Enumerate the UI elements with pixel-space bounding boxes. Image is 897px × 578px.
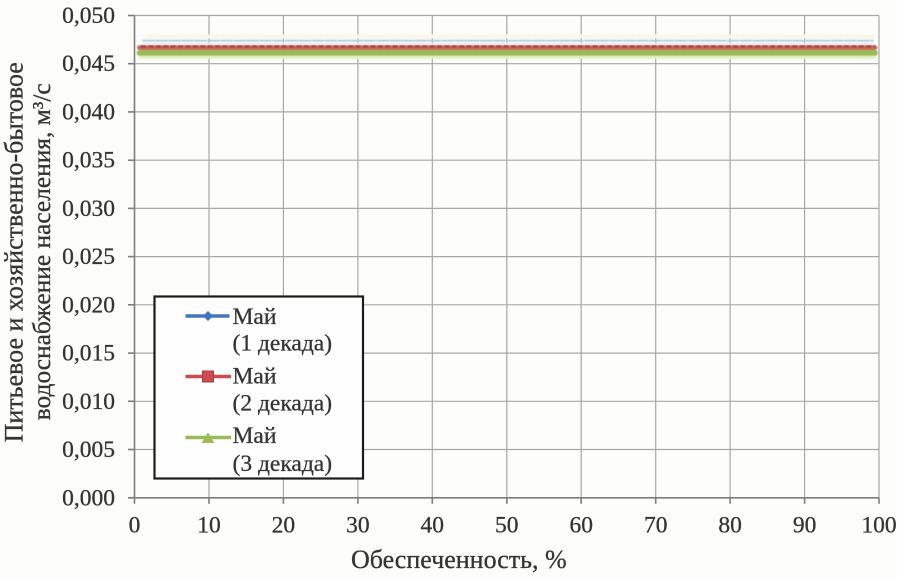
svg-text:(3 декада): (3 декада) xyxy=(233,451,333,477)
svg-text:(2 декада): (2 декада) xyxy=(233,391,333,417)
svg-text:80: 80 xyxy=(718,513,742,539)
svg-text:0,000: 0,000 xyxy=(62,485,115,511)
svg-text:0: 0 xyxy=(129,513,141,539)
svg-text:0,025: 0,025 xyxy=(62,244,115,270)
svg-text:10: 10 xyxy=(197,513,221,539)
svg-text:Май: Май xyxy=(233,304,277,330)
svg-text:0,035: 0,035 xyxy=(62,148,115,174)
svg-text:60: 60 xyxy=(569,513,593,539)
svg-text:0,010: 0,010 xyxy=(62,389,115,415)
svg-text:40: 40 xyxy=(421,513,445,539)
svg-text:0,045: 0,045 xyxy=(62,51,115,77)
svg-text:0,020: 0,020 xyxy=(62,292,115,318)
svg-text:Май: Май xyxy=(233,364,277,390)
svg-text:0,040: 0,040 xyxy=(62,99,115,125)
svg-text:0,015: 0,015 xyxy=(62,341,115,367)
svg-text:водоснабжение населения, м³/с: водоснабжение населения, м³/с xyxy=(28,83,56,420)
svg-text:Питьевое и хозяйственно-бытово: Питьевое и хозяйственно-бытовое xyxy=(0,62,28,442)
svg-text:0,030: 0,030 xyxy=(62,196,115,222)
svg-text:20: 20 xyxy=(272,513,296,539)
svg-text:Обеспеченность, %: Обеспеченность, % xyxy=(351,545,567,574)
svg-text:70: 70 xyxy=(644,513,668,539)
svg-text:0,005: 0,005 xyxy=(62,437,115,463)
svg-text:0,050: 0,050 xyxy=(62,3,115,29)
svg-text:90: 90 xyxy=(793,513,817,539)
svg-text:30: 30 xyxy=(346,513,370,539)
svg-text:(1 декада): (1 декада) xyxy=(233,331,333,357)
svg-text:100: 100 xyxy=(861,513,896,539)
svg-text:Май: Май xyxy=(233,423,277,449)
svg-text:50: 50 xyxy=(495,513,519,539)
